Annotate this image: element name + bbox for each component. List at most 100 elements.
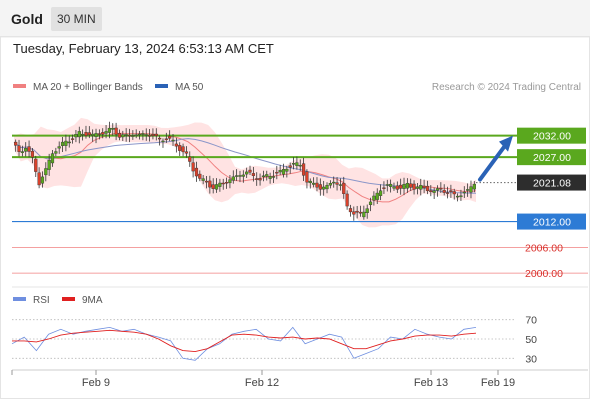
rsi-ma-legend-swatch bbox=[62, 297, 75, 301]
candle-body bbox=[141, 133, 145, 135]
candle-body bbox=[459, 195, 463, 198]
candle-body bbox=[14, 141, 18, 146]
x-tick-label: Feb 13 bbox=[414, 377, 448, 389]
candle-body bbox=[20, 151, 24, 153]
level-tags: 2032.00 2027.00 2021.08 2012.00 2006.00 2000.… bbox=[517, 127, 586, 280]
candle-body bbox=[91, 133, 95, 136]
candle-body bbox=[194, 167, 199, 177]
candle-body bbox=[204, 180, 209, 183]
candle-body bbox=[81, 133, 85, 136]
x-tick-label: Feb 12 bbox=[245, 377, 279, 389]
candle-body bbox=[251, 173, 255, 176]
candle-body bbox=[124, 134, 128, 136]
candle-body bbox=[208, 180, 212, 188]
candle-body bbox=[322, 186, 326, 190]
resistance-tag-label-0: 2032.00 bbox=[533, 131, 571, 143]
candle-body bbox=[164, 138, 168, 140]
candle-body bbox=[67, 141, 71, 144]
support-tag-label-5: 2000.00 bbox=[525, 268, 563, 280]
bollinger-bands bbox=[13, 117, 477, 228]
candle-body bbox=[34, 158, 38, 172]
candle-body bbox=[198, 173, 202, 179]
candle-body bbox=[419, 184, 423, 190]
candle-body bbox=[261, 175, 266, 178]
credit-text: Research © 2024 Trading Central bbox=[432, 82, 581, 93]
resistance-tag-0 bbox=[517, 127, 586, 144]
candle-body bbox=[184, 151, 189, 154]
ma50-line bbox=[13, 138, 477, 194]
chart-frame bbox=[0, 36, 590, 399]
candle-body bbox=[70, 138, 75, 140]
x-tick-label: Feb 9 bbox=[82, 377, 110, 389]
candle-body bbox=[402, 184, 406, 189]
timeframe-badge[interactable]: 30 MIN bbox=[51, 7, 102, 31]
x-tick-label: Feb 19 bbox=[481, 377, 515, 389]
candle-body bbox=[318, 184, 322, 190]
candle-body bbox=[301, 163, 306, 176]
candle-body bbox=[214, 184, 219, 190]
candle-body bbox=[435, 188, 440, 191]
instrument-title: Gold bbox=[11, 11, 43, 27]
candle-body bbox=[399, 184, 403, 189]
candle-body bbox=[27, 146, 31, 152]
candle-body bbox=[107, 127, 112, 133]
ma50-legend-swatch bbox=[155, 84, 168, 88]
candle-body bbox=[161, 140, 165, 143]
candle-body bbox=[285, 168, 289, 172]
candle-body bbox=[171, 139, 175, 142]
projection-arrow-head bbox=[499, 135, 513, 152]
candle-body bbox=[355, 210, 359, 213]
candle-body bbox=[281, 169, 286, 175]
candle-body bbox=[432, 190, 436, 193]
candle-body bbox=[218, 182, 222, 187]
x-axis-ticks: Feb 9 Feb 12 Feb 13 Feb 19 bbox=[11, 370, 515, 389]
candle-body bbox=[412, 183, 416, 190]
candle-body bbox=[449, 190, 453, 192]
candle-body bbox=[151, 134, 155, 136]
candle-body bbox=[248, 169, 252, 173]
candle-body bbox=[104, 131, 108, 134]
candle-body bbox=[345, 193, 349, 207]
candle-body bbox=[24, 148, 28, 152]
candle-body bbox=[191, 162, 195, 172]
candle-body bbox=[265, 174, 269, 177]
candle-body bbox=[305, 171, 309, 183]
candle-body bbox=[64, 140, 68, 146]
candle-body bbox=[291, 163, 296, 165]
candlesticks bbox=[14, 121, 476, 221]
candle-body bbox=[158, 137, 162, 140]
resistance-tag-1 bbox=[517, 149, 586, 166]
candle-body bbox=[94, 133, 98, 137]
candle-body bbox=[178, 145, 182, 151]
candle-body bbox=[362, 211, 366, 218]
candle-body bbox=[325, 185, 329, 190]
pivot-tag-label: 2012.00 bbox=[533, 217, 571, 229]
candle-body bbox=[452, 191, 456, 195]
rsi-legend-swatch bbox=[13, 297, 26, 301]
candle-body bbox=[84, 132, 88, 136]
report-datetime: Tuesday, February 13, 2024 6:53:13 AM CE… bbox=[13, 41, 274, 56]
candle-body bbox=[385, 184, 389, 186]
candle-body bbox=[415, 186, 420, 189]
candle-body bbox=[372, 195, 376, 201]
candle-body bbox=[271, 176, 276, 178]
candle-body bbox=[462, 191, 466, 194]
candle-body bbox=[111, 128, 115, 130]
candle-body bbox=[342, 182, 346, 194]
candle-body bbox=[238, 175, 242, 177]
candle-body bbox=[348, 208, 353, 213]
candle-body bbox=[328, 183, 332, 186]
candle-body bbox=[365, 208, 369, 214]
candle-body bbox=[224, 182, 229, 184]
candle-body bbox=[231, 176, 235, 181]
ma50-line-path bbox=[13, 138, 477, 194]
candle-body bbox=[425, 185, 430, 192]
candle-body bbox=[375, 192, 379, 200]
candle-body bbox=[174, 143, 178, 147]
candle-body bbox=[114, 127, 118, 135]
candle-body bbox=[445, 192, 450, 194]
candle-body bbox=[221, 182, 225, 185]
support-tag-label-4: 2006.00 bbox=[525, 242, 563, 254]
candle-body bbox=[168, 135, 172, 139]
candle-body bbox=[466, 189, 470, 191]
